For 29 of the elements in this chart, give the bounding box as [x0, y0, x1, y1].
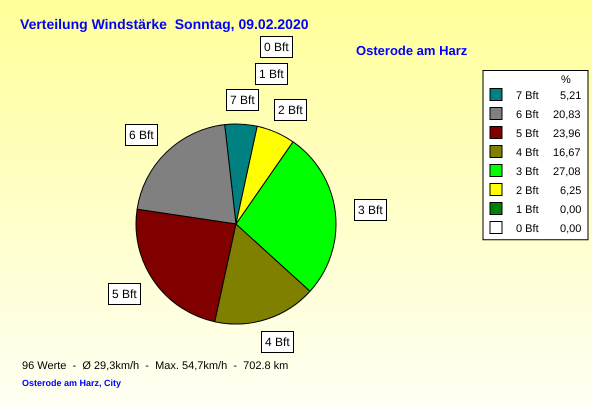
- slice-label: 4 Bft: [265, 335, 290, 349]
- chart-title: Verteilung Windstärke Sonntag, 09.02.2020: [20, 16, 309, 32]
- data-label: 6,25: [560, 185, 582, 197]
- text: 96 Werte - Ø 29,3km/h - Max. 54,7km/h - 702.8 km: [22, 360, 288, 372]
- data-label: 23,96: [553, 128, 581, 140]
- data-label: 27,08: [553, 166, 581, 178]
- legend-title: %: [561, 74, 571, 86]
- text: 0,00: [560, 223, 582, 235]
- category-label: 1 Bft: [259, 67, 284, 81]
- slice-label: 3 Bft: [358, 203, 384, 217]
- legend-label: 3 Bft: [516, 166, 539, 178]
- text: 0,00: [560, 204, 582, 216]
- data-label: 5,21: [560, 90, 582, 102]
- slice-label: 7 Bft: [230, 93, 256, 107]
- category-label: 0 Bft: [264, 40, 289, 54]
- legend-label: 5 Bft: [516, 128, 539, 140]
- data-label: 20,83: [553, 109, 581, 121]
- legend-label: 2 Bft: [516, 184, 539, 197]
- slice-label: 2 Bft: [278, 103, 304, 117]
- legend-label: 0 Bft: [516, 222, 539, 235]
- legend-label: 4 Bft: [516, 146, 539, 159]
- text: Osterode am Harz, City: [22, 378, 122, 388]
- slice-label: 6 Bft: [129, 128, 154, 142]
- slice-label: 5 Bft: [112, 287, 138, 301]
- chart-subtitle: Osterode am Harz: [356, 43, 468, 58]
- data-label: 16,67: [553, 147, 581, 159]
- legend-label: 6 Bft: [516, 108, 539, 121]
- legend-label: 7 Bft: [516, 90, 539, 102]
- legend-label: 1 Bft: [516, 204, 539, 216]
